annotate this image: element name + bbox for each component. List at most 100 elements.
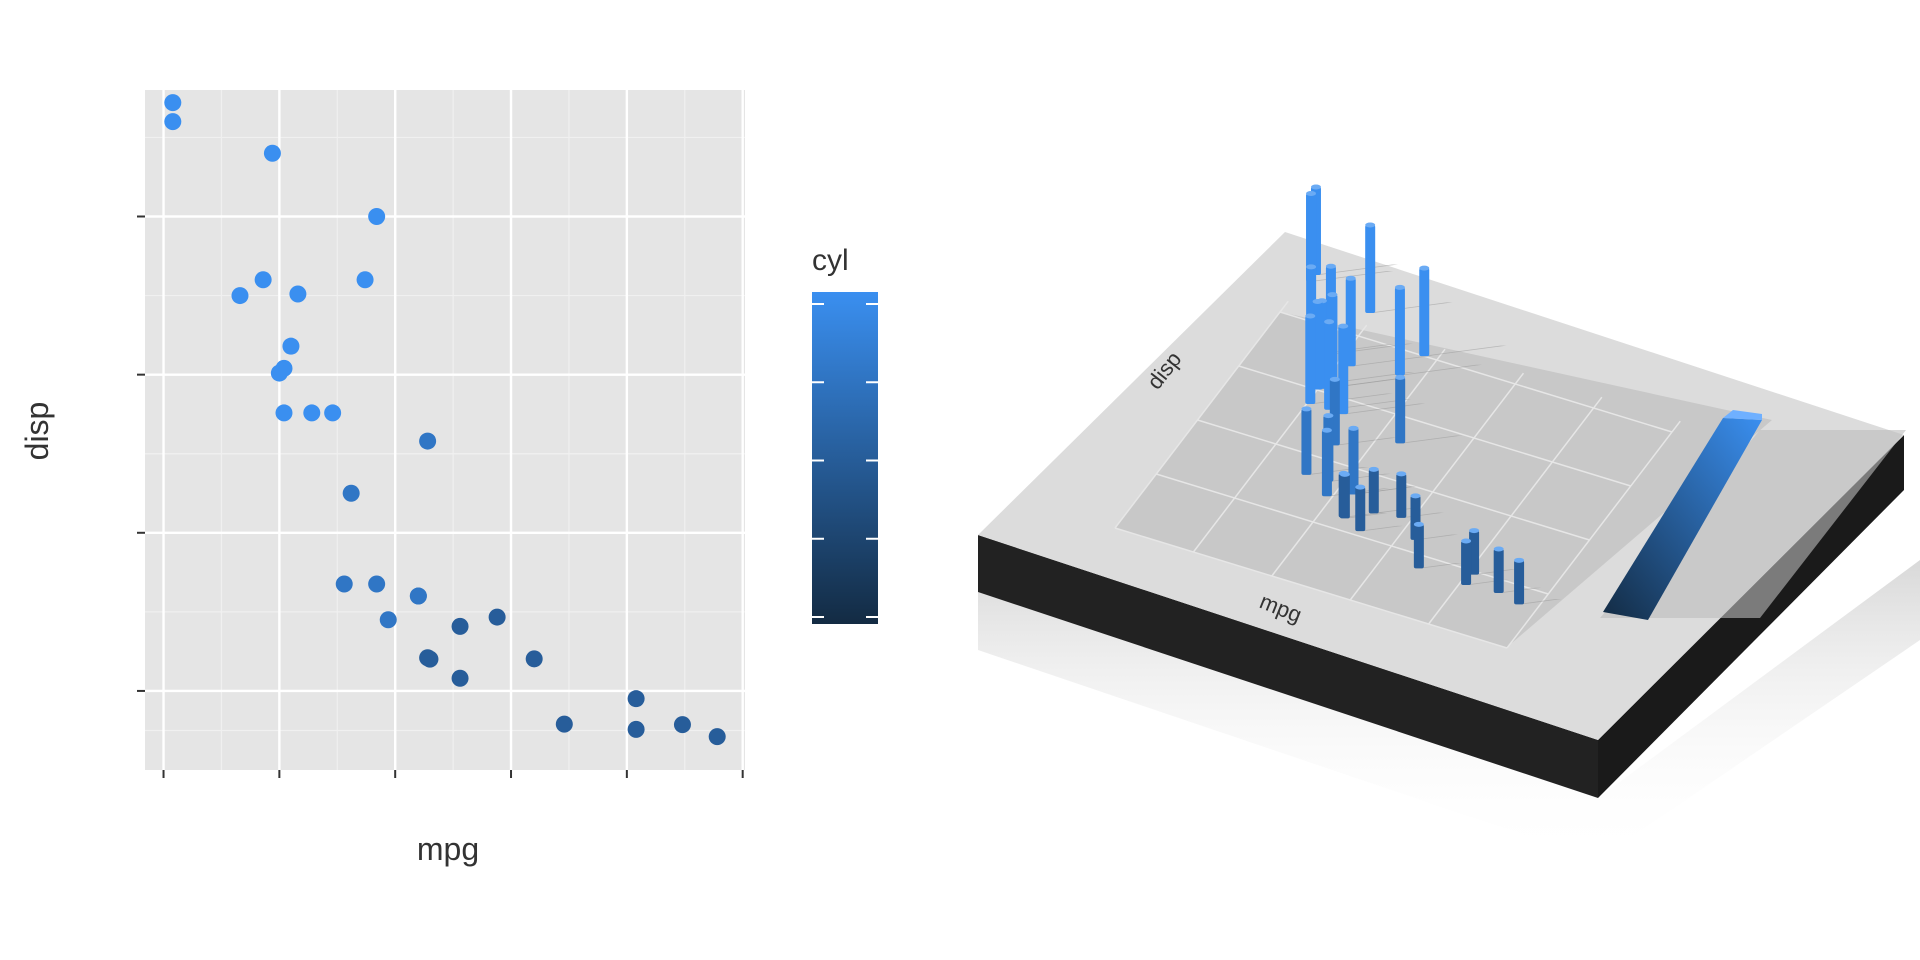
column-shadow bbox=[1331, 437, 1398, 446]
data-points bbox=[164, 94, 726, 746]
data-point bbox=[368, 208, 386, 226]
data-column bbox=[1514, 560, 1525, 605]
y-axis-ticks bbox=[137, 215, 145, 692]
colorbar-gradient bbox=[812, 292, 878, 624]
column-shadow bbox=[1412, 534, 1459, 540]
data-column-top bbox=[1368, 466, 1379, 472]
data-point bbox=[254, 271, 272, 289]
data-point bbox=[379, 611, 397, 629]
column-shadow bbox=[1396, 364, 1483, 376]
data-column-top bbox=[1324, 319, 1335, 325]
data-column-top bbox=[1323, 413, 1334, 419]
data-column bbox=[1394, 287, 1405, 376]
data-point bbox=[525, 650, 543, 668]
data-point bbox=[263, 144, 281, 162]
column-shadow bbox=[1357, 525, 1403, 532]
data-point bbox=[356, 271, 374, 289]
data-point bbox=[324, 404, 342, 422]
data-column bbox=[1469, 530, 1480, 575]
x-axis-title: mpg bbox=[417, 831, 479, 867]
grid-line-3d-x bbox=[1114, 300, 1289, 529]
data-column-top bbox=[1327, 292, 1338, 298]
data-column bbox=[1305, 316, 1316, 405]
grid-line-3d-x bbox=[1192, 324, 1368, 553]
y-axis-title: disp bbox=[19, 402, 55, 461]
data-column bbox=[1461, 541, 1472, 586]
data-column bbox=[1396, 473, 1407, 518]
data-point bbox=[488, 608, 506, 626]
data-column-top bbox=[1394, 284, 1405, 290]
data-column bbox=[1321, 430, 1332, 497]
plot-panel bbox=[145, 90, 745, 770]
data-point bbox=[673, 716, 691, 734]
data-point bbox=[303, 404, 321, 422]
data-column-top bbox=[1355, 484, 1366, 490]
data-point bbox=[409, 587, 427, 605]
data-point bbox=[270, 364, 288, 382]
scatter-3d-chart: mpg disp bbox=[978, 184, 1920, 860]
data-point bbox=[419, 432, 437, 450]
data-column-top bbox=[1419, 265, 1430, 271]
column-shadow bbox=[1347, 355, 1433, 367]
data-point bbox=[275, 404, 293, 422]
plot-panel-3d bbox=[1115, 312, 1772, 648]
data-point bbox=[708, 728, 726, 746]
data-column-top bbox=[1329, 376, 1340, 382]
legend-colorbar: cyl bbox=[812, 244, 878, 624]
data-column bbox=[1355, 487, 1366, 532]
data-column bbox=[1339, 474, 1350, 519]
data-point bbox=[627, 690, 645, 708]
data-column-top bbox=[1348, 425, 1359, 431]
data-point bbox=[164, 113, 182, 131]
data-column bbox=[1348, 428, 1359, 495]
base-front-side bbox=[978, 535, 1598, 798]
data-point bbox=[451, 669, 469, 687]
data-column bbox=[1365, 224, 1376, 313]
data-column-top bbox=[1305, 313, 1316, 319]
data-column-top bbox=[1310, 184, 1321, 190]
grid-line-3d-y bbox=[1238, 365, 1631, 487]
data-column-top bbox=[1301, 406, 1312, 412]
column-shadow bbox=[1516, 599, 1562, 605]
data-point bbox=[419, 649, 437, 667]
grid-line-3d-y bbox=[1156, 473, 1549, 595]
data-point bbox=[231, 287, 249, 305]
data-columns bbox=[1301, 184, 1525, 605]
data-column bbox=[1413, 524, 1424, 569]
data-column-top bbox=[1514, 557, 1525, 563]
grid-line-3d-x bbox=[1506, 420, 1681, 649]
column-shadow bbox=[1398, 512, 1444, 518]
data-column bbox=[1338, 326, 1349, 415]
column-shadow bbox=[1421, 345, 1507, 357]
grid-line-3d-y bbox=[1114, 527, 1508, 649]
data-column bbox=[1301, 408, 1312, 475]
data-column-top bbox=[1338, 323, 1349, 329]
data-point bbox=[555, 715, 573, 733]
grid-line-3d-y bbox=[1197, 419, 1590, 541]
colorbar-3d-top bbox=[1723, 410, 1762, 420]
data-column bbox=[1368, 469, 1379, 514]
colorbar-3d-front bbox=[1603, 418, 1762, 620]
data-column-top bbox=[1469, 528, 1480, 534]
scatter-2d-chart: mpg disp bbox=[19, 90, 745, 867]
data-column-top bbox=[1325, 263, 1336, 269]
data-column-top bbox=[1306, 264, 1317, 270]
data-point bbox=[289, 285, 307, 303]
data-column bbox=[1419, 268, 1430, 357]
data-column bbox=[1493, 549, 1504, 594]
data-point bbox=[335, 575, 353, 593]
data-column-top bbox=[1306, 191, 1317, 197]
data-column-top bbox=[1493, 546, 1504, 552]
data-column-top bbox=[1461, 538, 1472, 544]
data-column-top bbox=[1413, 521, 1424, 527]
base-shadow bbox=[978, 560, 1920, 860]
data-column-top bbox=[1365, 222, 1376, 228]
column-shadow bbox=[1367, 302, 1453, 313]
grid-line-3d-x bbox=[1428, 396, 1603, 625]
data-column-top bbox=[1312, 298, 1323, 304]
column-shadows bbox=[1303, 264, 1562, 605]
column-shadow bbox=[1329, 372, 1415, 383]
grid-line-3d-x bbox=[1349, 372, 1525, 601]
data-column-top bbox=[1345, 275, 1356, 281]
